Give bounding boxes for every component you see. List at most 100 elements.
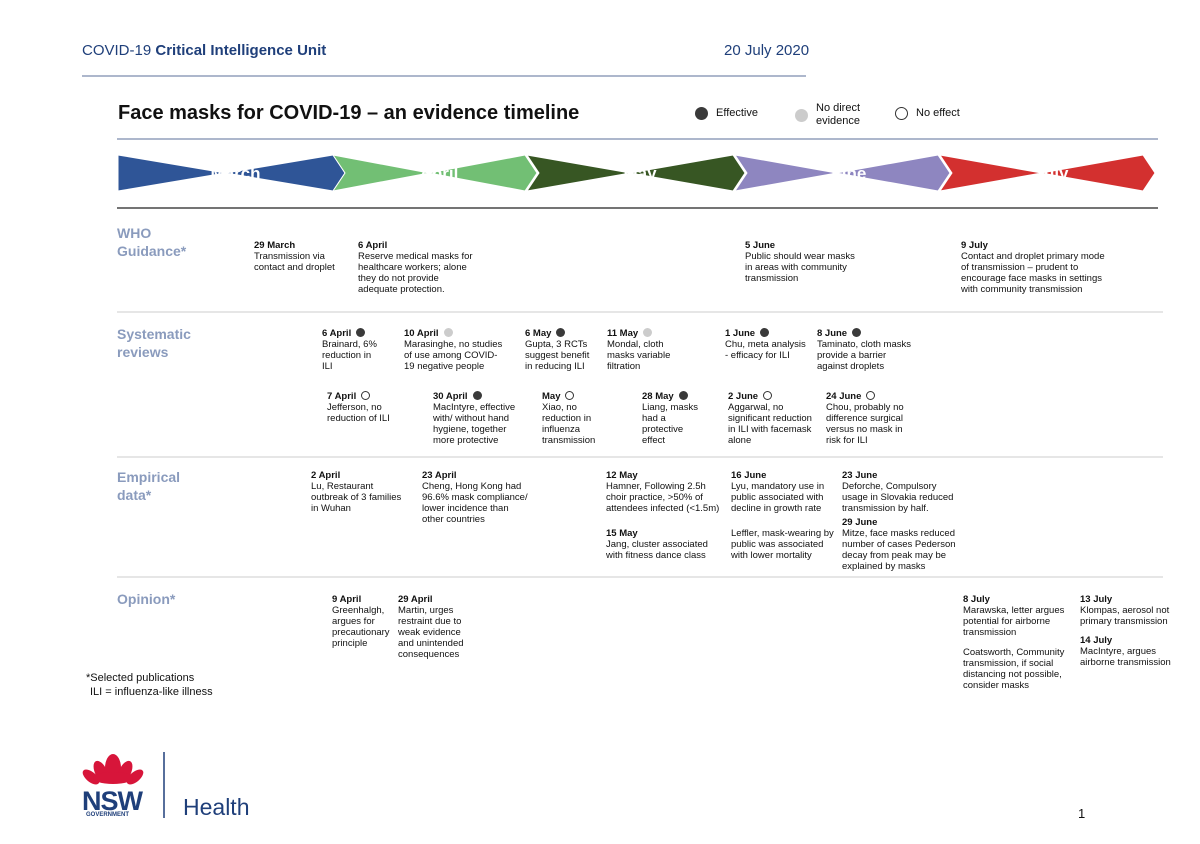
entry-text: Martin, urges restraint due to weak evid… <box>398 605 464 660</box>
entry-date: 23 June <box>842 470 878 481</box>
entry-header: 2 June <box>728 391 816 402</box>
entry-date: 5 June <box>745 240 776 251</box>
logo-mark: NSW <box>82 786 143 816</box>
entry-header: 2 April <box>311 470 409 481</box>
status-dot <box>361 391 371 400</box>
entry: 30 April MacIntyre, effective with/ witho… <box>433 391 523 446</box>
unit: COVID-19 Critical Intelligence Unit <box>82 42 326 59</box>
entry-text: Cheng, Hong Kong had 96.6% mask complian… <box>422 481 528 525</box>
page-number: 1 <box>1078 806 1086 821</box>
entry-header: 29 March <box>254 240 344 251</box>
entry: 7 April Jefferson, no reduction of ILI <box>327 391 399 424</box>
entry: 2 April Lu, Restaurant outbreak of 3 fami… <box>311 470 409 514</box>
entry-header: 6 April <box>358 240 473 251</box>
month-chevron <box>331 154 538 192</box>
status-dot <box>565 391 575 400</box>
entry: 15 May Jang, cluster associated with fitn… <box>606 528 724 561</box>
status-dot <box>443 328 453 337</box>
month-label: July <box>1034 164 1069 183</box>
legend-dot <box>895 107 908 120</box>
month-label: March <box>210 164 260 183</box>
entry-header: 13 July <box>1080 594 1175 605</box>
entry-header: 23 April <box>422 470 528 481</box>
month-label: June <box>827 164 867 183</box>
entry-text: Jang, cluster associated with fitness da… <box>606 539 708 561</box>
entry: 24 June Chou, probably no difference surg… <box>826 391 908 446</box>
entry-header: 6 April <box>322 328 384 339</box>
status-dot <box>556 328 566 337</box>
entry-date: 30 April <box>433 391 468 402</box>
entry: 10 April Marasinghe, no studies of use am… <box>404 328 504 372</box>
legend-item: No direct evidence <box>795 102 876 128</box>
entry-header: 16 June <box>731 470 833 481</box>
entry: 9 July Contact and droplet primary mode o… <box>961 240 1111 295</box>
entry: 28 May Liang, masks had a protective effe… <box>642 391 708 446</box>
entry: 6 April Reserve medical masks for healthc… <box>358 240 473 295</box>
entry: Coatsworth, Community transmission, if s… <box>963 647 1078 691</box>
month-label: May <box>623 164 657 183</box>
entry-text: Klompas, aerosol not primary transmissio… <box>1080 605 1170 627</box>
entry: 8 June Taminato, cloth masks provide a ba… <box>817 328 917 372</box>
legend-dot <box>695 107 708 120</box>
entry: 16 June Lyu, mandatory use in public asso… <box>731 470 833 514</box>
date: 20 July 2020 <box>724 42 810 59</box>
entry-text: Mondal, cloth masks variable filtration <box>607 339 671 372</box>
entry-date: 12 May <box>606 470 638 481</box>
entry-text: Coatsworth, Community transmission, if s… <box>963 647 1065 691</box>
entry-header: 1 June <box>725 328 811 339</box>
entry-text: Greenhalgh, argues for precautionary pri… <box>332 605 390 649</box>
entry-header: 12 May <box>606 470 722 481</box>
legend-item: No effect <box>895 107 976 120</box>
entry-header: 7 April <box>327 391 399 402</box>
entry-header: 15 May <box>606 528 724 539</box>
entry-header: 30 April <box>433 391 523 402</box>
entry-date: 16 June <box>731 470 767 481</box>
entry-date: 14 July <box>1080 635 1113 646</box>
entry-header: 29 June <box>842 517 982 528</box>
entry-text: Gupta, 3 RCTs suggest benefit in reducin… <box>525 339 590 372</box>
entry-date: 28 May <box>642 391 674 402</box>
entry: May Xiao, no reduction in influenza trans… <box>542 391 608 446</box>
entry-header: 10 April <box>404 328 504 339</box>
row-label: Systematic reviews <box>117 326 191 360</box>
entry-date: 7 April <box>327 391 357 402</box>
entry-header: 28 May <box>642 391 708 402</box>
entry-text: Contact and droplet primary mode of tran… <box>961 251 1105 295</box>
entry-text: Reserve medical masks for healthcare wor… <box>358 251 473 295</box>
entry-header: 9 July <box>961 240 1111 251</box>
entry-text: Mitze, face masks reduced number of case… <box>842 528 956 572</box>
entry-date: 23 April <box>422 470 457 481</box>
entry-text: Aggarwal, no significant reduction in IL… <box>728 402 812 446</box>
logo-sub: GOVERNMENT <box>86 812 130 818</box>
entry-text: Marasinghe, no studies of use among COVI… <box>404 339 503 372</box>
legend-item: Effective <box>695 107 776 120</box>
unit-prefix: COVID-19 <box>82 42 152 59</box>
entry-text: MacIntyre, effective with/ without hand … <box>433 402 516 446</box>
entry-date: 8 July <box>963 594 990 605</box>
entry: 12 May Hamner, Following 2.5h choir pract… <box>606 470 722 514</box>
entry-date: May <box>542 391 561 402</box>
status-dot <box>472 391 482 400</box>
logo-name: Health <box>183 794 250 820</box>
entry-date: 6 April <box>322 328 352 339</box>
entry-text: Taminato, cloth masks provide a barrier … <box>817 339 911 372</box>
entry: 6 May Gupta, 3 RCTs suggest benefit in re… <box>525 328 593 372</box>
entry: 29 April Martin, urges restraint due to w… <box>398 594 468 660</box>
entry: 9 April Greenhalgh, argues for precaution… <box>332 594 390 649</box>
entry-text: Hamner, Following 2.5h choir practice, >… <box>606 481 720 514</box>
entry-date: 6 May <box>525 328 552 339</box>
entry: 23 June Deforche, Compulsory usage in Slo… <box>842 470 960 514</box>
entry-date: 15 May <box>606 528 638 539</box>
entry-text: MacIntyre, argues airborne transmission <box>1080 646 1171 668</box>
entry-text: Jefferson, no reduction of ILI <box>327 402 390 424</box>
entry: 13 July Klompas, aerosol not primary tran… <box>1080 594 1175 627</box>
entry: 29 June Mitze, face masks reduced number … <box>842 517 982 572</box>
logo-flower <box>82 754 144 785</box>
entry-header: 8 June <box>817 328 917 339</box>
entry-header: 23 June <box>842 470 960 481</box>
entry-header: 24 June <box>826 391 908 402</box>
legend-dot <box>795 108 808 122</box>
entry-date: 10 April <box>404 328 439 339</box>
entry-text: Liang, masks had a protective effect <box>642 402 698 446</box>
